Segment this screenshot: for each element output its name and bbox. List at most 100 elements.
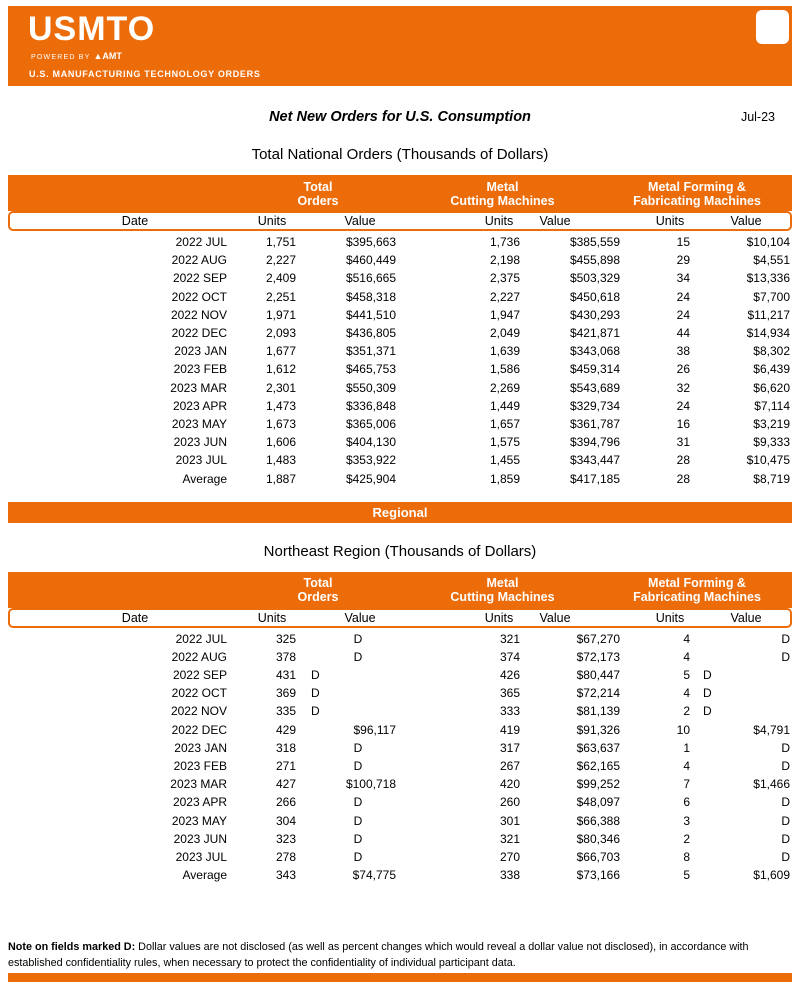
units-cell: 1,751	[265, 235, 296, 250]
units-cell: 338	[499, 868, 520, 883]
value-cell: $458,318	[345, 289, 396, 304]
table-row: 2023 MAR 427 $100,718 420 $99,252 7 $1,466	[8, 775, 792, 793]
value-cell: $455,898	[569, 253, 620, 268]
date-cell: 2022 DEC	[171, 722, 227, 737]
table-row: 2022 SEP 431 D 426 $80,447 5 D	[8, 666, 792, 684]
units-cell: 28	[676, 453, 690, 468]
value-cell: $74,775	[352, 868, 396, 883]
table-row: 2022 SEP 2,409 $516,665 2,375 $503,329 34 $13,…	[8, 269, 792, 287]
units-cell: 2	[683, 831, 690, 846]
group-header-metal-forming: Metal Forming & Fabricating Machines	[633, 576, 761, 605]
units-cell: 5	[683, 868, 690, 883]
disclosed-marker: D	[311, 686, 320, 701]
northeast-table-body: 2022 JUL 325 D 321 $67,270 4 D 2022 AUG 378 D 374 $…	[8, 628, 792, 885]
date-cell: 2023 JUL	[175, 453, 227, 468]
table-row: 2023 APR 266 D 260 $48,097 6 D	[8, 793, 792, 811]
disclosed-marker: D	[781, 631, 790, 646]
column-header-units: Units	[484, 214, 514, 228]
units-cell: 333	[499, 704, 520, 719]
table-row: 2022 JUL 1,751 $395,663 1,736 $385,559 15 $10,…	[8, 233, 792, 251]
table-row: 2022 AUG 2,227 $460,449 2,198 $455,898 29 $4,5…	[8, 251, 792, 269]
regional-banner: Regional	[8, 501, 792, 523]
value-cell: $503,329	[569, 271, 620, 286]
value-cell: $7,700	[753, 289, 790, 304]
units-cell: 266	[275, 795, 296, 810]
units-cell: 15	[676, 235, 690, 250]
disclosed-marker: D	[703, 668, 712, 683]
units-cell: 365	[499, 686, 520, 701]
value-cell: $91,326	[576, 722, 620, 737]
column-header-value: Value	[344, 214, 376, 228]
column-header-units: Units	[484, 610, 514, 625]
units-cell: 44	[676, 326, 690, 341]
value-cell: $13,336	[746, 271, 790, 286]
powered-by-label: POWERED BY	[31, 54, 91, 61]
disclosed-marker: D	[353, 759, 363, 774]
value-cell: $385,559	[569, 235, 620, 250]
units-cell: 29	[676, 253, 690, 268]
value-cell: $417,185	[569, 471, 620, 486]
amt-triangle-icon: ▲	[93, 51, 103, 61]
value-cell: $351,371	[345, 344, 396, 359]
group-header-total-orders: Total Orders	[297, 179, 339, 208]
column-header-value: Value	[730, 214, 762, 228]
units-cell: 420	[499, 777, 520, 792]
national-orders-table: Total Orders Metal Cutting Machines Meta…	[8, 175, 792, 488]
value-cell: $365,006	[345, 416, 396, 431]
value-cell: $10,104	[746, 235, 790, 250]
table-row: 2023 FEB 271 D 267 $62,165 4 D	[8, 757, 792, 775]
column-header-units: Units	[655, 214, 685, 228]
units-cell: 1,483	[265, 453, 296, 468]
units-cell: 28	[676, 471, 690, 486]
units-cell: 1,449	[489, 398, 520, 413]
value-cell: $8,302	[753, 344, 790, 359]
value-cell: $63,637	[576, 740, 620, 755]
value-cell: $80,447	[576, 668, 620, 683]
disclosed-marker: D	[703, 686, 712, 701]
table-row: 2022 OCT 2,251 $458,318 2,227 $450,618 24 $7,7…	[8, 288, 792, 306]
units-cell: 8	[683, 849, 690, 864]
units-cell: 1,947	[489, 307, 520, 322]
date-cell: 2022 JUL	[175, 235, 227, 250]
value-cell: $436,805	[345, 326, 396, 341]
units-cell: 26	[676, 362, 690, 377]
units-cell: 260	[499, 795, 520, 810]
value-cell: $81,139	[576, 704, 620, 719]
units-cell: 32	[676, 380, 690, 395]
value-cell: $404,130	[345, 435, 396, 450]
value-cell: $11,217	[747, 307, 791, 322]
value-cell: $460,449	[345, 253, 396, 268]
disclosed-marker: D	[353, 631, 363, 646]
value-cell: $73,166	[576, 868, 620, 883]
column-header-units: Units	[257, 610, 287, 625]
northeast-region-table: Total Orders Metal Cutting Machines Meta…	[8, 571, 792, 885]
table-row: 2022 OCT 369 D 365 $72,214 4 D	[8, 684, 792, 702]
value-cell: $67,270	[576, 631, 620, 646]
units-cell: 419	[499, 722, 520, 737]
disclosed-marker: D	[781, 831, 790, 846]
table-row: Average 1,887 $425,904 1,859 $417,185 28 $8,71…	[8, 469, 792, 487]
value-cell: $4,551	[753, 253, 790, 268]
northeast-section-title: Northeast Region (Thousands of Dollars)	[263, 542, 537, 560]
units-cell: 2	[683, 704, 690, 719]
powered-by: POWERED BY ▲AMT	[31, 51, 122, 61]
value-cell: $353,922	[345, 453, 396, 468]
column-header-value: Value	[344, 610, 376, 625]
table-row: 2022 NOV 335 D 333 $81,139 2 D	[8, 702, 792, 720]
date-cell: 2022 NOV	[170, 307, 227, 322]
value-cell: $80,346	[576, 831, 620, 846]
date-cell: Average	[182, 868, 227, 883]
units-cell: 38	[676, 344, 690, 359]
date-cell: 2022 JUL	[175, 631, 227, 646]
date-cell: 2023 FEB	[173, 362, 227, 377]
value-cell: $4,791	[753, 722, 790, 737]
units-cell: 343	[275, 868, 296, 883]
units-cell: 2,227	[489, 289, 520, 304]
value-cell: $465,753	[345, 362, 396, 377]
value-cell: $1,609	[753, 868, 790, 883]
table-row: 2022 DEC 429 $96,117 419 $91,326 10 $4,791	[8, 721, 792, 739]
value-cell: $395,663	[345, 235, 396, 250]
units-cell: 304	[275, 813, 296, 828]
disclosure-footnote: Note on fields marked D: Dollar values a…	[8, 939, 792, 971]
value-cell: $394,796	[569, 435, 620, 450]
